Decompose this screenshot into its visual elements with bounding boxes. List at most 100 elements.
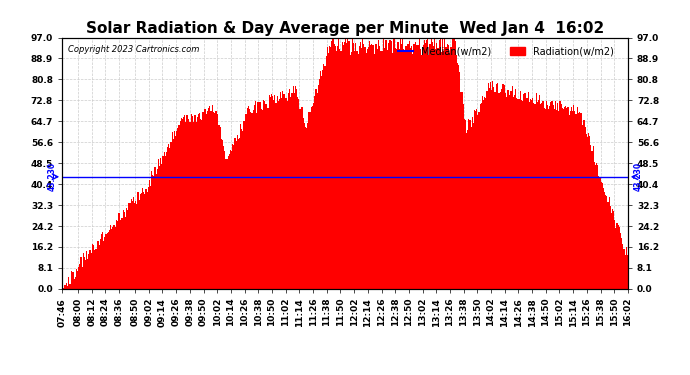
Bar (538, 100, 539, 289)
Bar (394, 38, 395, 289)
Bar (262, 110, 263, 289)
Bar (580, 113, 581, 289)
Bar (123, 210, 124, 289)
Bar (204, 109, 205, 289)
Bar (134, 204, 135, 289)
Bar (565, 106, 566, 289)
Bar (111, 229, 112, 289)
Bar (424, 40, 425, 289)
Bar (511, 86, 513, 289)
Bar (492, 81, 493, 289)
Bar (132, 201, 133, 289)
Bar (473, 123, 474, 289)
Bar (448, 53, 450, 289)
Bar (315, 89, 317, 289)
Bar (216, 111, 217, 289)
Bar (201, 120, 202, 289)
Bar (462, 104, 464, 289)
Bar (455, 56, 457, 289)
Bar (213, 112, 214, 289)
Bar (350, 55, 351, 289)
Bar (244, 121, 245, 289)
Bar (335, 46, 336, 289)
Bar (274, 95, 275, 289)
Bar (273, 100, 275, 289)
Bar (598, 176, 600, 289)
Bar (99, 245, 100, 289)
Bar (444, 38, 446, 289)
Bar (137, 192, 139, 289)
Bar (224, 151, 225, 289)
Bar (102, 232, 103, 289)
Bar (575, 114, 577, 289)
Bar (159, 166, 160, 289)
Bar (440, 39, 441, 289)
Bar (359, 42, 361, 289)
Bar (235, 141, 237, 289)
Bar (263, 100, 264, 289)
Bar (508, 90, 509, 289)
Bar (237, 135, 238, 289)
Bar (228, 154, 230, 289)
Bar (523, 94, 524, 289)
Bar (270, 97, 271, 289)
Bar (280, 92, 281, 289)
Bar (166, 152, 167, 289)
Bar (493, 87, 495, 289)
Bar (290, 97, 291, 289)
Bar (112, 227, 113, 289)
Bar (378, 40, 380, 289)
Bar (382, 51, 383, 289)
Bar (188, 119, 189, 289)
Bar (411, 45, 413, 289)
Bar (621, 238, 622, 289)
Bar (354, 51, 355, 289)
Bar (255, 101, 256, 289)
Bar (119, 213, 120, 289)
Bar (612, 209, 613, 289)
Bar (544, 108, 546, 289)
Bar (415, 45, 417, 289)
Bar (287, 101, 288, 289)
Bar (192, 116, 193, 289)
Bar (443, 51, 444, 289)
Bar (186, 115, 188, 289)
Bar (248, 106, 249, 289)
Bar (353, 43, 354, 289)
Bar (118, 213, 119, 289)
Bar (542, 101, 544, 289)
Bar (596, 163, 597, 289)
Bar (368, 47, 369, 289)
Bar (308, 112, 310, 289)
Bar (144, 194, 146, 289)
Bar (504, 93, 506, 289)
Bar (515, 89, 516, 289)
Bar (78, 267, 79, 289)
Bar (409, 41, 410, 289)
Bar (214, 113, 215, 289)
Bar (422, 45, 424, 289)
Bar (597, 165, 598, 289)
Bar (573, 105, 574, 289)
Bar (293, 86, 294, 289)
Bar (210, 111, 212, 289)
Bar (190, 123, 191, 289)
Bar (324, 66, 326, 289)
Bar (179, 121, 181, 289)
Bar (457, 63, 458, 289)
Bar (95, 249, 97, 289)
Bar (212, 105, 213, 289)
Bar (439, 40, 440, 289)
Bar (554, 109, 555, 289)
Bar (239, 138, 240, 289)
Bar (362, 39, 363, 289)
Text: 43.230: 43.230 (48, 162, 57, 191)
Bar (338, 39, 339, 289)
Bar (345, 39, 346, 289)
Bar (72, 272, 74, 289)
Bar (586, 134, 587, 289)
Bar (106, 233, 108, 289)
Text: 43.230: 43.230 (633, 162, 642, 191)
Bar (404, 50, 406, 289)
Bar (574, 111, 575, 289)
